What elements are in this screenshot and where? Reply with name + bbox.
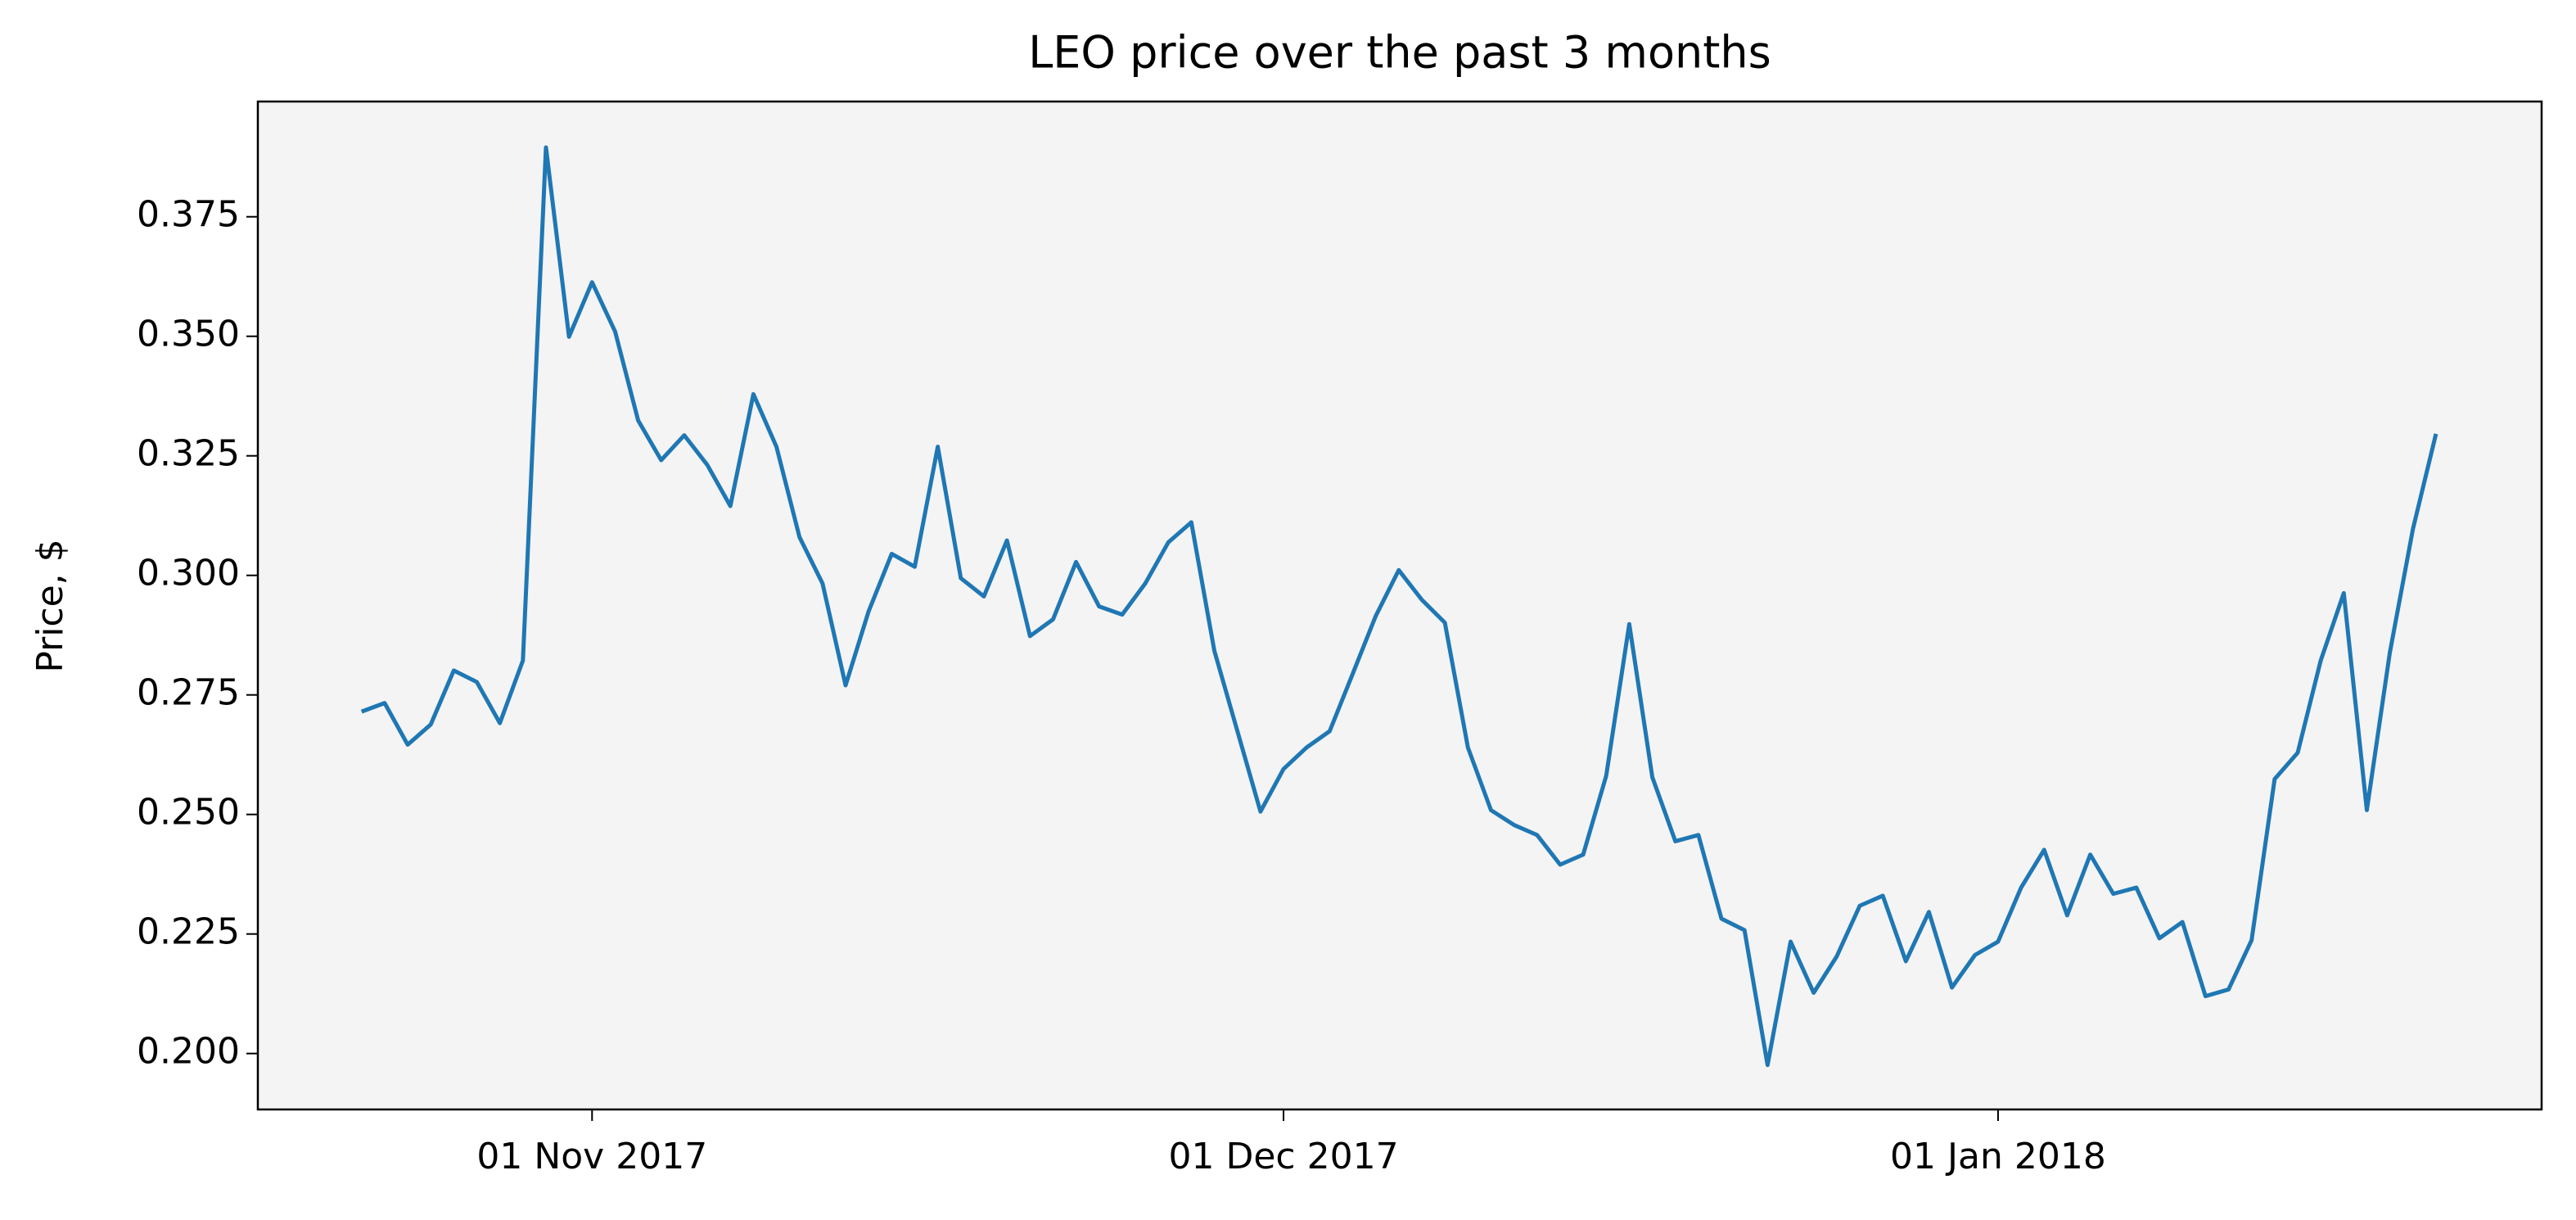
y-tick-label: 0.325: [137, 433, 240, 475]
x-tick-label: 01 Dec 2017: [1168, 1136, 1398, 1177]
x-tick-label: 01 Jan 2018: [1890, 1136, 2106, 1177]
y-tick-label: 0.300: [137, 553, 240, 594]
y-tick-label: 0.250: [137, 792, 240, 834]
y-tick-label: 0.375: [137, 194, 240, 236]
plot-frame: [256, 100, 2543, 1111]
y-tick-label: 0.200: [137, 1031, 240, 1073]
y-axis-label: Price, $: [29, 539, 71, 672]
price-line: [360, 145, 2438, 1068]
y-tick-label: 0.275: [137, 672, 240, 714]
chart-title: LEO price over the past 3 months: [1028, 27, 1771, 79]
plot-background: [258, 102, 2542, 1109]
y-tick-label: 0.350: [137, 314, 240, 355]
y-tick-label: 0.225: [137, 911, 240, 953]
x-tick-label: 01 Nov 2017: [476, 1136, 707, 1177]
